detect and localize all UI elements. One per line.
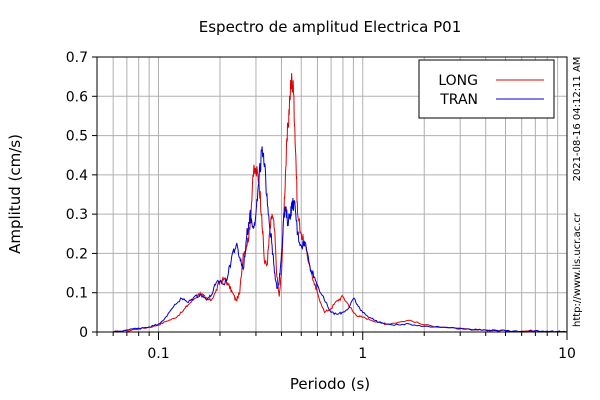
- timestamp-label: 2021-08-16 04:12:11 AM: [572, 57, 583, 182]
- y-tick-label: 0.1: [66, 286, 88, 302]
- x-axis-label: Periodo (s): [290, 375, 370, 393]
- y-tick-label: 0.2: [66, 246, 88, 262]
- series-line-long: [113, 73, 568, 333]
- chart-title: Espectro de amplitud Electrica P01: [199, 18, 462, 36]
- series-line-tran: [113, 146, 568, 333]
- legend-label-tran: TRAN: [439, 92, 478, 108]
- legend: LONG TRAN: [418, 59, 555, 119]
- legend-label-long: LONG: [438, 73, 478, 89]
- y-tick-label: 0.5: [66, 129, 88, 145]
- y-axis-label: Amplitud (cm/s): [6, 134, 24, 254]
- y-tick-label: 0.7: [66, 50, 88, 66]
- x-axis-ticks: 0.1 1 10: [96, 332, 576, 362]
- y-tick-label: 0: [79, 325, 88, 341]
- plot-frame: [96, 56, 568, 333]
- url-label: http://www.lis.ucr.ac.cr: [572, 212, 583, 327]
- x-tick-label: 1: [358, 346, 367, 362]
- y-tick-label: 0.6: [66, 89, 88, 105]
- x-tick-label: 10: [558, 346, 576, 362]
- series-layer: [113, 73, 568, 333]
- y-tick-label: 0.4: [66, 168, 88, 184]
- x-tick-label: 0.1: [147, 346, 169, 362]
- y-tick-label: 0.3: [66, 207, 88, 223]
- legend-box: [418, 59, 555, 119]
- y-axis-ticks: 0 0.1 0.2 0.3 0.4 0.5 0.6 0.7: [66, 50, 97, 341]
